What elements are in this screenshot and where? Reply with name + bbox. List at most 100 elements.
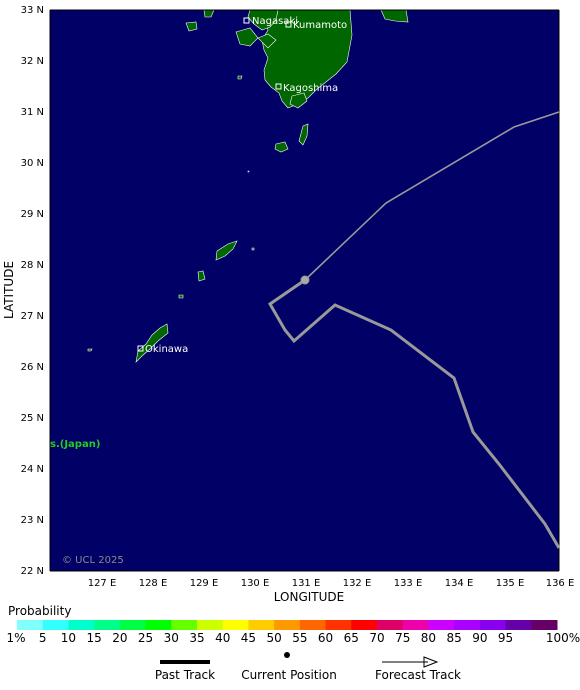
probability-label: 100% — [546, 631, 580, 645]
probability-label: 70 — [369, 631, 384, 645]
lon-label: 127 E — [88, 578, 117, 589]
lon-label: 134 E — [445, 578, 474, 589]
okinawa-island — [135, 323, 169, 363]
nagasaki-marker — [243, 17, 250, 24]
probability-label: 1% — [6, 631, 25, 645]
lat-label: 27 N — [21, 311, 44, 322]
probability-label: 20 — [112, 631, 127, 645]
city-label-nagasaki: Nagasaki — [252, 16, 298, 27]
lat-label: 31 N — [21, 107, 44, 118]
probability-swatch — [274, 620, 301, 630]
probability-label: 65 — [344, 631, 359, 645]
probability-label: 50 — [266, 631, 281, 645]
lat-label: 29 N — [21, 209, 44, 220]
lon-label: 129 E — [190, 578, 219, 589]
probability-swatch — [377, 620, 404, 630]
probability-title: Probability — [8, 604, 71, 618]
kyushu-land — [261, 9, 353, 109]
y-axis-title: LATITUDE — [2, 261, 16, 319]
lat-label: 22 N — [21, 566, 44, 577]
current-position-legend-label: Current Position — [241, 668, 337, 682]
city-label-okinawa: Okinawa — [145, 344, 188, 355]
past-track-line — [304, 111, 560, 281]
kagoshima-marker — [275, 83, 282, 90]
lat-label: 26 N — [21, 362, 44, 373]
lon-label: 135 E — [496, 578, 525, 589]
probability-label: 45 — [241, 631, 256, 645]
probability-swatch — [248, 620, 275, 630]
probability-label: 85 — [446, 631, 461, 645]
probability-swatch — [428, 620, 455, 630]
lon-label: 131 E — [292, 578, 321, 589]
okinoerabu-island — [178, 294, 184, 299]
lat-label: 33 N — [21, 5, 44, 16]
copyright-text: © UCL 2025 — [62, 555, 124, 566]
tanegashima-island — [298, 123, 309, 146]
tokara-island — [247, 170, 250, 173]
probability-swatch — [351, 620, 378, 630]
probability-label: 35 — [189, 631, 204, 645]
koshiki-island — [237, 75, 243, 80]
kumamoto-marker — [285, 21, 292, 28]
probability-label: 90 — [472, 631, 487, 645]
tokara-island-2 — [251, 247, 255, 251]
lat-label: 24 N — [21, 464, 44, 475]
current-position-legend-dot — [284, 652, 290, 658]
probability-swatch — [119, 620, 147, 630]
land-masses — [87, 9, 409, 363]
probability-swatch — [505, 620, 532, 630]
osumi-peninsula-island — [289, 92, 308, 109]
probability-swatch — [402, 620, 429, 630]
lon-label: 130 E — [241, 578, 270, 589]
amakusa-island — [257, 33, 277, 49]
probability-label: 60 — [318, 631, 333, 645]
lon-label: 128 E — [139, 578, 168, 589]
probability-label: 30 — [164, 631, 179, 645]
probability-swatch — [454, 620, 481, 630]
probability-swatch — [325, 620, 352, 630]
current-position-marker — [300, 275, 310, 285]
probability-label: 75 — [395, 631, 410, 645]
lat-labels: 33 N 32 N 31 N 30 N 29 N 28 N 27 N 26 N … — [21, 5, 44, 577]
probability-label: 40 — [215, 631, 230, 645]
map-ocean — [50, 10, 559, 571]
probability-swatch — [222, 620, 249, 630]
probability-swatch — [42, 620, 69, 630]
probability-label: 80 — [421, 631, 436, 645]
probability-label: 15 — [86, 631, 101, 645]
probability-swatch — [145, 620, 172, 630]
probability-swatch — [531, 620, 558, 630]
kerama-island — [87, 348, 93, 352]
probability-label: 95 — [498, 631, 513, 645]
probability-swatch — [17, 620, 44, 630]
goto-island — [185, 21, 198, 32]
forecast-track-legend-arrow — [423, 656, 439, 668]
lat-label: 32 N — [21, 56, 44, 67]
probability-labels: 1% 5 10 15 20 25 30 35 40 45 50 55 60 65 70 75 80 85 90 95 1… — [6, 631, 580, 645]
probability-label: 55 — [292, 631, 307, 645]
lon-label: 132 E — [343, 578, 372, 589]
lon-label: 136 E — [546, 578, 575, 589]
city-label-kagoshima: Kagoshima — [283, 83, 338, 94]
probability-swatches — [17, 620, 558, 630]
city-label-kumamoto: Kumamoto — [293, 20, 347, 31]
probability-swatch — [197, 620, 224, 630]
probability-swatch — [68, 620, 95, 630]
city-markers — [137, 17, 292, 352]
amami-island — [215, 240, 238, 261]
lat-label: 28 N — [21, 260, 44, 271]
kyushu-peninsula-land — [235, 27, 259, 47]
probability-label: 25 — [138, 631, 153, 645]
forecast-track-legend-label: Forecast Track — [375, 668, 461, 682]
forecast-track-line — [268, 278, 561, 549]
past-track-legend-label: Past Track — [155, 668, 215, 682]
yakushima-island — [274, 141, 289, 153]
lat-label: 25 N — [21, 413, 44, 424]
lat-label: 23 N — [21, 515, 44, 526]
x-axis-title: LONGITUDE — [274, 590, 344, 604]
probability-swatch — [479, 620, 507, 630]
lon-labels: 127 E 128 E 129 E 130 E 131 E 132 E 133 … — [88, 578, 575, 589]
probability-swatch — [171, 620, 198, 630]
probability-swatch — [94, 620, 121, 630]
probability-swatch — [299, 620, 327, 630]
